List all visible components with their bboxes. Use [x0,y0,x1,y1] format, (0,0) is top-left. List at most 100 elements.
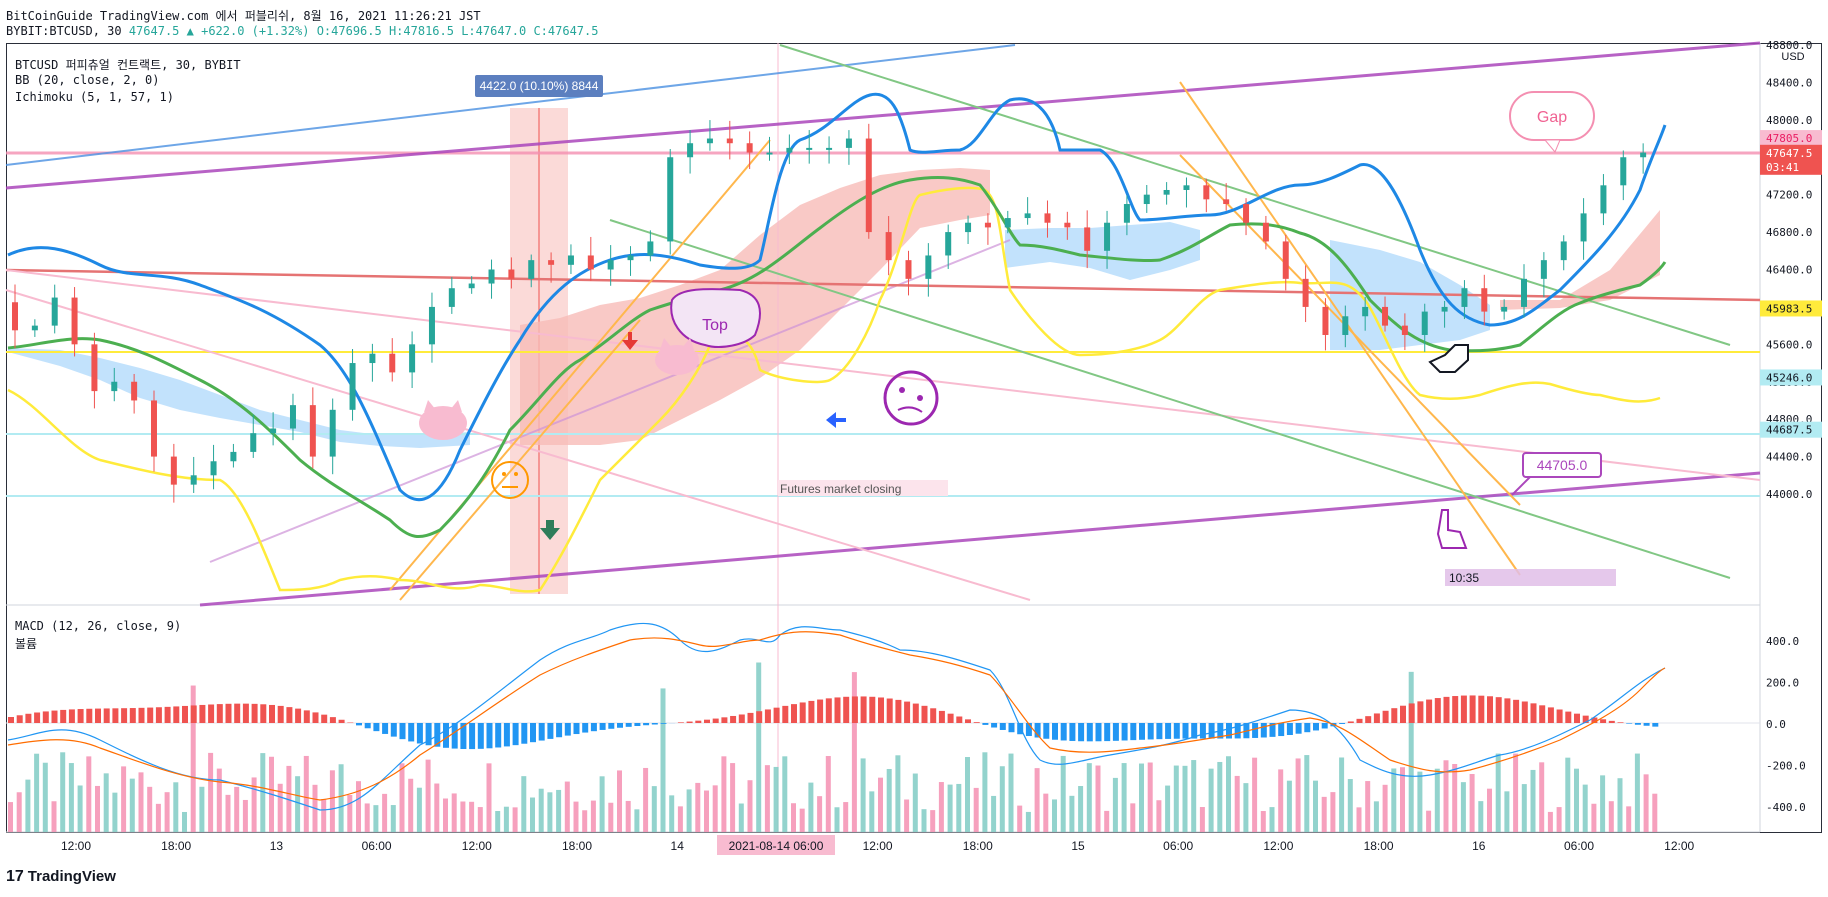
volume-bar [556,789,562,832]
candle-body [845,138,852,148]
candle-body [170,456,177,485]
time-tick: 18:00 [562,839,592,853]
macd-hist-bar [1634,723,1641,725]
candle-body [1620,157,1627,186]
candle-body [1163,189,1170,195]
macd-hist-bar [921,705,928,723]
publish-info: BitCoinGuide TradingView.com 에서 퍼블리쉬, 8월… [6,9,481,23]
volume-bar [1060,755,1066,832]
volume-bar [1234,775,1240,832]
volume-bar [1582,784,1588,832]
volume-bar [295,776,301,832]
macd-hist-bar [1199,723,1206,739]
candle-body [1421,311,1428,335]
macd-hist-bar [912,703,919,723]
candle-body [548,260,555,265]
macd-hist-bar [547,723,554,739]
volume-bar [364,803,370,832]
volume-bar [277,783,283,832]
macd-hist-bar [1652,723,1659,727]
candle-body [1560,241,1567,261]
volume-bar [817,796,823,832]
volume-bar [1356,807,1362,832]
candle-body [51,297,58,326]
volume-bar [1469,773,1475,832]
legend-ichimoku[interactable]: Ichimoku (5, 1, 57, 1) [15,90,174,104]
volume-bar [1495,753,1501,832]
macd-hist-bar [608,723,615,729]
volume-bar [573,801,579,832]
volume-bar [1539,762,1545,832]
volume-bar [538,788,544,832]
volume-bar [1652,793,1658,832]
volume-bar [1591,803,1597,832]
candle-body [1441,306,1448,312]
volume-bar [973,787,979,832]
macd-hist-bar [1104,723,1111,742]
macd-tick: -200.0 [1766,760,1806,773]
volume-bar [521,776,527,832]
candle-body [1382,306,1389,326]
macd-hist-bar [1321,723,1328,729]
macd-hist-bar [277,705,284,723]
volume-bar [895,755,901,832]
macd-hist-bar [643,723,650,726]
macd-hist-bar [1295,723,1302,734]
candle-body [627,255,634,261]
volume-bar [399,763,405,832]
macd-hist-bar [799,702,806,723]
price-label: 03:41 [1766,161,1799,174]
volume-bar [416,787,422,832]
candle-body [131,381,138,401]
candle-body [31,325,38,331]
candle-body [270,428,277,434]
volume-bar [947,784,953,832]
candle-body [1243,204,1250,223]
macd-hist-bar [408,723,415,742]
macd-hist-bar [216,704,223,723]
macd-hist-bar [973,722,980,723]
macd-hist-bar [834,697,841,723]
candle-body [349,363,356,410]
macd-hist-bar [112,708,119,723]
time-axis: 12:00 18:00 13 06:00 12:00 18:00 14 12:00 18:00 1… [61,839,1695,853]
volume-bar [95,785,100,832]
candle-body [12,302,18,331]
macd-hist-bar [1530,703,1537,723]
price-tick: 46400.0 [1766,264,1812,277]
macd-hist-bar [1339,723,1346,724]
macd-hist-bar [260,704,267,723]
macd-hist-bar [356,723,362,726]
macd-hist-bar [443,723,449,748]
volume-bar [451,793,457,832]
price-label-bg [1760,369,1822,386]
volume-bar [190,685,196,832]
macd-hist-bar [556,723,563,738]
macd-hist-bar [1017,723,1024,735]
legend-volume[interactable]: 볼륨 [15,637,38,651]
candle-body [826,147,833,150]
volume-bar [1173,765,1179,832]
volume-bar [129,778,135,832]
measure-label: 4422.0 (10.10%) 8844 [480,79,599,93]
legend-macd[interactable]: MACD (12, 26, close, 9) [15,619,182,633]
price-label: 45246.0 [1766,371,1812,384]
macd-hist-bar [704,719,710,723]
volume-bar [16,792,22,832]
candle-body [984,222,991,228]
volume-bar [1278,769,1284,832]
time-tick: 06:00 [1163,839,1193,853]
volume-bar [1608,801,1614,832]
volume-bar [886,768,892,832]
macd-hist-bar [469,723,476,750]
legend-bb[interactable]: BB (20, close, 2, 0) [15,73,160,87]
volume-bar [1408,671,1414,832]
volume-bar [704,790,709,832]
volume-bar [825,756,831,832]
macd-tick: -400.0 [1766,801,1806,814]
tradingview-brand[interactable]: 17 TradingView [6,868,116,886]
price-tick: 48400.0 [1766,76,1812,89]
macd-hist-bar [208,704,215,723]
macd-hist-bar [373,723,380,732]
